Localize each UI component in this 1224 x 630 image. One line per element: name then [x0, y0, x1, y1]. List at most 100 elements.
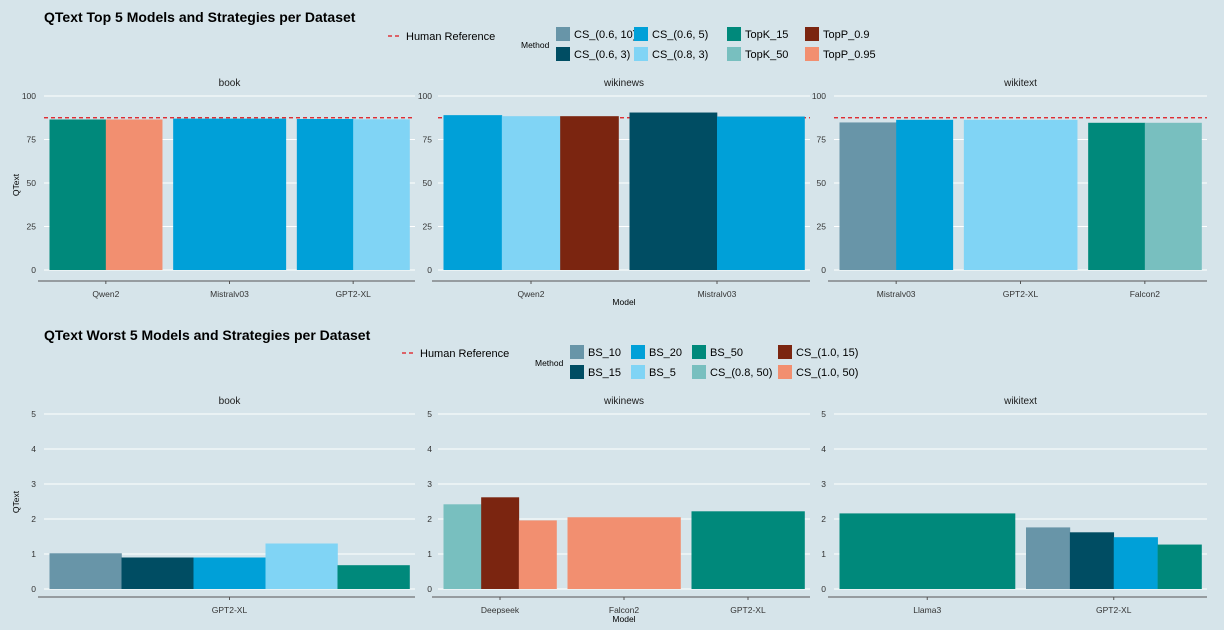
panel-1-facet-wikitext-strip-label: wikitext — [1003, 78, 1037, 89]
panel-2-facet-wikitext-bar-GPT2-XL-BS_50 — [1157, 544, 1202, 589]
panel-1-facet-wikinews-ytick-label: 50 — [423, 178, 433, 188]
panel-2-legend-swatch-4 — [570, 365, 584, 379]
panel-1-facet-book-xtick-label: GPT2-XL — [335, 289, 371, 299]
panel-1-facet-wikitext-xtick-label: Mistralv03 — [877, 289, 916, 299]
panel-1-legend-ref-label: Human Reference — [406, 31, 495, 43]
panel-2-facet-wikitext-ytick-label: 3 — [821, 479, 826, 489]
panel-1-facet-wikinews-ytick-label: 75 — [423, 135, 433, 145]
panel-1-legend-label-5: CS_(0.8, 3) — [652, 49, 708, 61]
panel-2-facet-wikinews-ytick-label: 1 — [427, 549, 432, 559]
panel-1-facet-wikitext-bar-Falcon2-TopK_15 — [1088, 122, 1146, 271]
panel-2-facet-wikinews-bar-Deepseek-CS_(1.0, 50) — [518, 520, 557, 589]
panel-2: QText Worst 5 Models and Strategies per … — [11, 327, 1207, 624]
panel-2-facet-wikitext-ytick-label: 5 — [821, 409, 826, 419]
panel-1-legend-swatch-2 — [727, 27, 741, 41]
panel-2-legend-swatch-3 — [778, 345, 792, 359]
panel-2-facet-wikinews-xtick-label: GPT2-XL — [730, 605, 766, 615]
panel-2-facet-wikinews-bar-GPT2-XL-BS_50 — [691, 511, 805, 589]
panel-2-title: QText Worst 5 Models and Strategies per … — [44, 327, 371, 343]
panel-1-xlabel: Model — [612, 297, 635, 307]
panel-2-facet-wikitext-ytick-label: 0 — [821, 584, 826, 594]
panel-1-facet-wikitext-ytick-label: 0 — [821, 265, 826, 275]
panel-1-facet-wikinews-ytick-label: 100 — [418, 91, 432, 101]
panel-2-facet-wikinews: wikinews 0 1 2 3 4 5 Deepseek Falcon2 GPT2-XL Mode… — [427, 396, 810, 624]
panel-2-facet-wikinews-xtick-label: Deepseek — [481, 605, 520, 615]
panel-2-facet-wikitext-xtick-label: Llama3 — [913, 605, 941, 615]
panel-2-facet-wikinews-ytick-label: 2 — [427, 514, 432, 524]
panel-2-facet-book-strip-label: book — [219, 396, 242, 407]
panel-2-facet-book-bar-GPT2-XL-BS_5 — [265, 543, 338, 589]
panel-2-facet-wikitext-bar-GPT2-XL-BS_15 — [1069, 532, 1115, 589]
panel-2-legend-swatch-0 — [570, 345, 584, 359]
panel-1-facet-book-ytick-label: 100 — [22, 91, 36, 101]
panel-1-facet-book-xtick-label: Qwen2 — [92, 289, 119, 299]
panel-1-facet-book-ytick-label: 75 — [27, 135, 37, 145]
panel-2-legend-label-6: CS_(0.8, 50) — [710, 367, 772, 379]
panel-2-facet-book-ytick-label: 2 — [31, 514, 36, 524]
panel-2-legend-swatch-1 — [631, 345, 645, 359]
panel-1-ylabel: QText — [11, 173, 21, 196]
panel-1-facet-wikitext-bar-Falcon2-TopK_50 — [1144, 122, 1202, 271]
panel-1: QText Top 5 Models and Strategies per Da… — [11, 9, 1207, 307]
panel-2-facet-wikinews-ytick-label: 3 — [427, 479, 432, 489]
panel-2-legend-label-3: CS_(1.0, 15) — [796, 347, 858, 359]
panel-2-facet-book-bar-GPT2-XL-BS_20 — [193, 557, 266, 589]
panel-1-legend-swatch-1 — [634, 27, 648, 41]
panel-1-legend-label-6: TopK_50 — [745, 49, 788, 61]
panel-1-facet-wikitext-bar-Mistralv03-CS_(0.6, 10) — [839, 122, 897, 270]
panel-1-facet-wikitext: wikitext 0 25 50 75 100 Mistralv03 GPT2-XL Falco… — [812, 78, 1207, 299]
panel-2-facet-wikitext-ytick-label: 1 — [821, 549, 826, 559]
panel-1-facet-wikitext-xtick-label: Falcon2 — [1130, 289, 1161, 299]
panel-2-legend-label-0: BS_10 — [588, 347, 621, 359]
panel-2-facet-book-ytick-label: 0 — [31, 584, 36, 594]
panel-2-facet-wikinews-ytick-label: 5 — [427, 409, 432, 419]
panel-1-legend-label-2: TopK_15 — [745, 29, 788, 41]
panel-2-facet-wikitext-bar-Llama3-BS_50 — [839, 513, 1016, 589]
panel-2-ylabel: QText — [11, 490, 21, 513]
panel-2-facet-wikitext-strip-label: wikitext — [1003, 396, 1037, 407]
panel-2-facet-book-xtick-label: GPT2-XL — [212, 605, 248, 615]
panel-1-legend-label-4: CS_(0.6, 3) — [574, 49, 630, 61]
panel-2-facet-book-ytick-label: 1 — [31, 549, 36, 559]
panel-2-facet-wikinews-bar-Deepseek-CS_(1.0, 15) — [481, 497, 520, 589]
panel-2-legend-label-4: BS_15 — [588, 367, 621, 379]
panel-1-facet-book-strip-label: book — [219, 78, 242, 89]
panel-2-facet-wikinews-strip-label: wikinews — [603, 396, 644, 407]
panel-1-facet-wikinews-bar-Mistralv03-CS_(0.6, 5) — [717, 116, 805, 270]
panel-1-facet-wikinews-xtick-label: Mistralv03 — [698, 289, 737, 299]
panel-1-legend-swatch-5 — [634, 47, 648, 61]
panel-1-facet-wikitext-xtick-label: GPT2-XL — [1003, 289, 1039, 299]
panel-1-facet-wikinews-ytick-label: 25 — [423, 222, 433, 232]
panel-1-facet-wikinews-bar-Qwen2-CS_(0.6, 5) — [443, 115, 503, 270]
panel-2-legend-swatch-7 — [778, 365, 792, 379]
panel-1-facet-wikinews-strip-label: wikinews — [603, 78, 644, 89]
panel-1-facet-book-xtick-label: Mistralv03 — [210, 289, 249, 299]
panel-2-legend-label-1: BS_20 — [649, 347, 682, 359]
panel-1-legend-swatch-7 — [805, 47, 819, 61]
panel-1-facet-book-ytick-label: 50 — [27, 178, 37, 188]
panel-2-facet-wikinews-ytick-label: 0 — [427, 584, 432, 594]
panel-2-facet-wikitext: wikitext 0 1 2 3 4 5 Llama3 GPT2-XL — [821, 396, 1207, 615]
panel-2-facet-book-bar-GPT2-XL-BS_15 — [121, 557, 194, 589]
panel-2-facet-wikinews-bar-Falcon2-CS_(1.0, 50) — [567, 517, 681, 589]
panel-1-legend-label-3: TopP_0.9 — [823, 29, 869, 41]
panel-2-facet-book-ytick-label: 4 — [31, 444, 36, 454]
panel-2-legend-ref-label: Human Reference — [420, 348, 509, 360]
panel-1-facet-book-bar-GPT2-XL-CS_(0.6, 5) — [296, 118, 354, 270]
panel-1-facet-book: book 0 25 50 75 100 Qwen2 Mistralv03 GPT2-XL — [22, 78, 415, 299]
panel-2-facet-wikinews-xtick-label: Falcon2 — [609, 605, 640, 615]
panel-1-facet-wikinews: wikinews 0 25 50 75 100 Qwen2 Mistralv03 Model — [418, 78, 810, 307]
panel-2-facet-wikitext-xtick-label: GPT2-XL — [1096, 605, 1132, 615]
panel-1-legend-swatch-3 — [805, 27, 819, 41]
panel-2-facet-wikitext-ytick-label: 2 — [821, 514, 826, 524]
panel-1-legend-swatch-6 — [727, 47, 741, 61]
panel-1-facet-book-ytick-label: 25 — [27, 222, 37, 232]
panel-1-title: QText Top 5 Models and Strategies per Da… — [44, 9, 356, 25]
panel-1-facet-wikitext-ytick-label: 75 — [817, 135, 827, 145]
panel-1-legend-swatch-4 — [556, 47, 570, 61]
panel-2-legend-label-5: BS_5 — [649, 367, 676, 379]
panel-2-facet-wikinews-ytick-label: 4 — [427, 444, 432, 454]
panel-1-legend-label-7: TopP_0.95 — [823, 49, 876, 61]
panel-1-facet-wikitext-ytick-label: 25 — [817, 222, 827, 232]
panel-1-legend-label-1: CS_(0.6, 5) — [652, 29, 708, 41]
